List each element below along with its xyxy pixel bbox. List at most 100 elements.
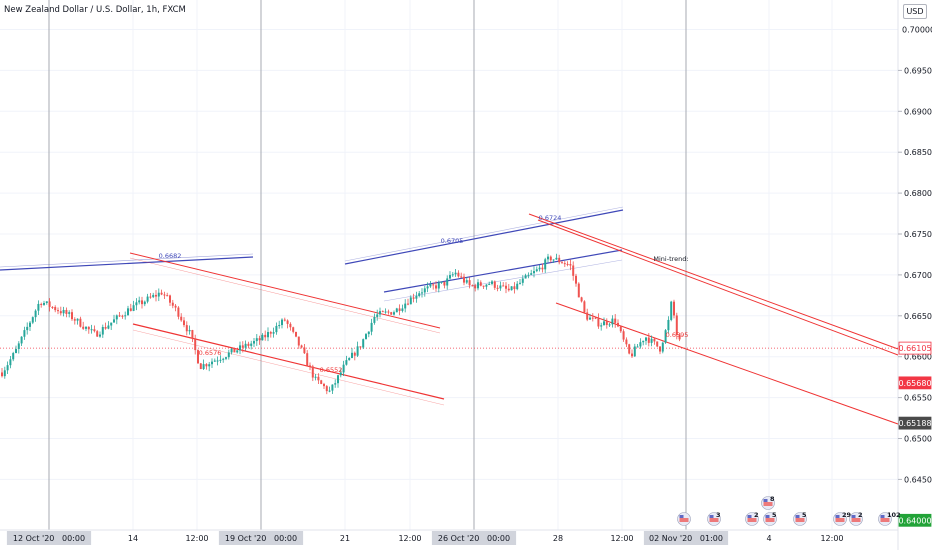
channel-blue-upper[interactable] [344,209,624,265]
candle[interactable] [653,337,656,345]
candle[interactable] [323,382,325,389]
event-markers[interactable]: 3 8 2 5 5 29 2 102 [677,495,901,526]
candle[interactable] [479,280,482,287]
candle[interactable] [79,316,82,328]
candle[interactable] [205,363,208,370]
candle[interactable] [286,319,289,329]
candle[interactable] [421,288,423,298]
candle[interactable] [82,321,85,330]
candle[interactable] [496,284,499,292]
candle[interactable] [597,313,600,329]
candle[interactable] [390,311,393,315]
candle[interactable] [365,332,367,340]
candle[interactable] [1,367,3,378]
candle[interactable] [166,292,169,297]
event-flag-icon[interactable]: 2 [745,511,759,526]
candle[interactable] [524,273,527,279]
candle[interactable] [533,266,535,278]
candle[interactable] [152,292,155,299]
candle[interactable] [605,318,608,329]
candle[interactable] [73,317,76,325]
candle[interactable] [642,340,645,346]
candle[interactable] [149,292,152,299]
candle[interactable] [337,374,339,388]
candle[interactable] [295,331,297,338]
candle[interactable] [471,284,474,287]
candle[interactable] [278,320,281,329]
candle[interactable] [437,280,440,293]
candle[interactable] [356,341,359,358]
candle[interactable] [353,351,356,361]
candle[interactable] [272,327,275,338]
candle[interactable] [118,312,121,318]
candle[interactable] [309,362,311,371]
candle[interactable] [325,385,328,395]
candle[interactable] [51,306,54,310]
candle[interactable] [65,307,68,318]
candle[interactable] [387,309,390,315]
candle[interactable] [575,273,577,287]
candle[interactable] [9,355,12,369]
candle[interactable] [485,284,488,290]
candle[interactable] [664,329,667,344]
candle[interactable] [23,326,26,340]
candle[interactable] [331,384,334,394]
channel-red-long-b[interactable] [537,219,899,356]
candle[interactable] [12,351,15,362]
candle[interactable] [183,317,185,328]
candle[interactable] [244,340,247,351]
candle[interactable] [412,293,415,303]
candle[interactable] [48,298,51,312]
candle[interactable] [608,322,611,327]
candle[interactable] [401,304,404,313]
candle[interactable] [146,293,149,304]
candle[interactable] [619,325,622,333]
candle[interactable] [138,296,141,305]
candle[interactable] [93,325,96,333]
candle[interactable] [328,386,331,393]
candle[interactable] [625,337,628,348]
price-tag[interactable]: 0.66105 [898,341,932,355]
candle[interactable] [673,299,675,319]
time-axis[interactable]: 12 Oct '20 00:00 14 12:00 19 Oct '20 00:00 2… [0,529,898,545]
candle[interactable] [15,345,17,354]
candle[interactable] [227,349,230,360]
candle[interactable] [577,282,580,298]
candle[interactable] [96,329,99,337]
candle[interactable] [552,259,555,264]
channel-red-upper-parallel[interactable] [129,257,441,334]
candle[interactable] [29,320,31,332]
currency-badge[interactable]: USD [903,4,927,19]
candle[interactable] [591,313,594,322]
candle[interactable] [289,322,292,331]
candle[interactable] [454,269,457,277]
candle[interactable] [197,349,199,364]
candle[interactable] [505,282,507,294]
candle[interactable] [208,361,211,372]
candle[interactable] [45,301,48,305]
event-flag-icon[interactable]: 5 [793,511,808,526]
candle[interactable] [71,309,73,321]
candle[interactable] [20,336,23,346]
candle[interactable] [34,309,37,322]
candle[interactable] [563,261,566,268]
event-flag-icon[interactable]: 102 [878,511,901,526]
candles[interactable] [1,253,681,395]
candle[interactable] [367,331,370,338]
candle[interactable] [622,329,625,342]
candle[interactable] [440,281,443,284]
candle[interactable] [488,281,491,286]
candle[interactable] [583,300,586,314]
candle[interactable] [180,313,183,322]
candle[interactable] [250,340,253,350]
candle[interactable] [384,308,387,314]
candle[interactable] [163,291,166,299]
candle[interactable] [426,282,429,293]
candle[interactable] [530,269,533,276]
candle[interactable] [449,271,451,280]
event-flag-icon[interactable]: 3 [707,511,721,526]
candle[interactable] [521,275,524,286]
channel-red-long-lower[interactable] [555,302,899,425]
candle[interactable] [258,335,261,345]
candle[interactable] [589,313,591,320]
